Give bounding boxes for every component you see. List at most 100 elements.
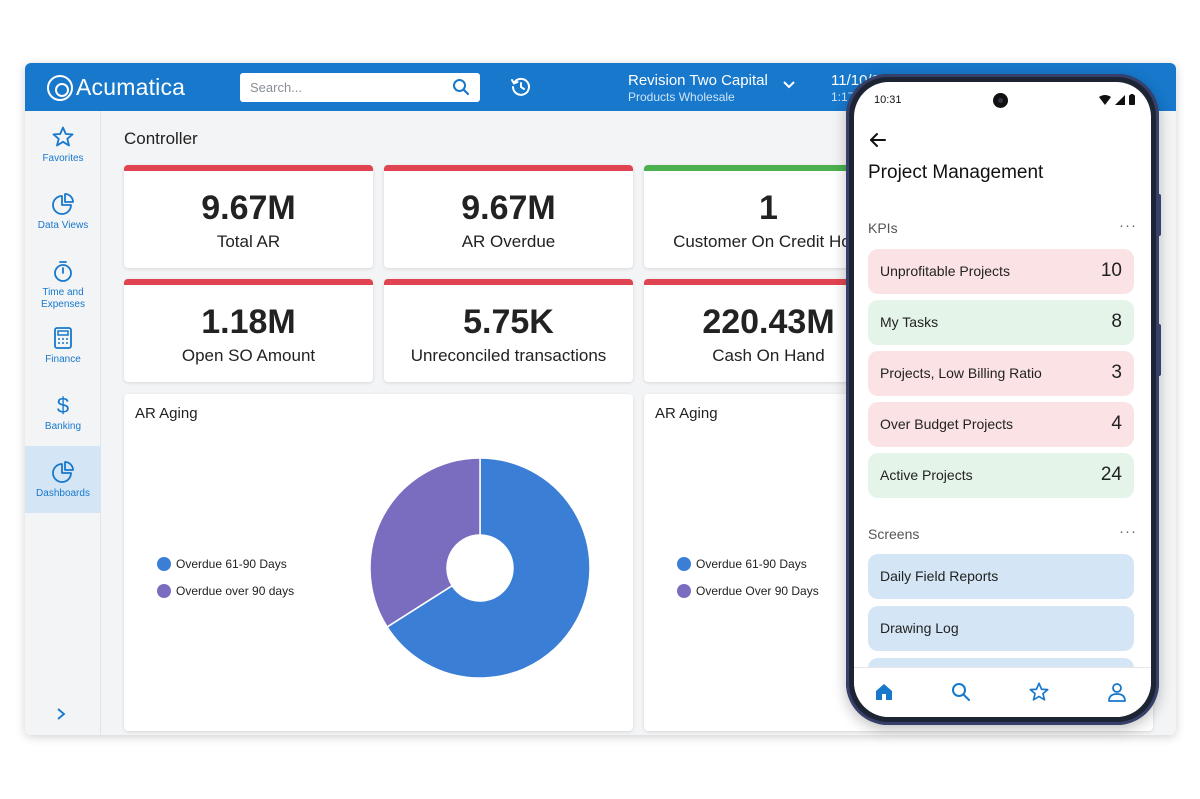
calculator-icon (54, 327, 72, 349)
kpi-value: 1.18M (201, 303, 296, 341)
kpi-label: Total AR (216, 232, 281, 251)
phone-kpi-row[interactable]: My Tasks 8 (868, 300, 1134, 345)
pie-icon (52, 193, 74, 215)
stopwatch-icon (54, 261, 72, 282)
status-bar: 10:31 (854, 82, 1151, 118)
kpis-section-title: KPIs (868, 220, 898, 236)
search-input[interactable] (240, 73, 440, 102)
legend-swatch (157, 556, 171, 571)
kpi-row-label: My Tasks (880, 314, 939, 330)
sidebar-item-time-and-expenses[interactable]: Time and Expenses (25, 245, 101, 312)
ar-aging-chart-card[interactable]: AR Aging Overdue 61-90 Days Overdue over… (124, 394, 633, 731)
kpi-status-bar (124, 165, 373, 171)
kpi-row-label: Active Projects (880, 467, 973, 483)
sidebar-item-banking[interactable]: $ Banking (25, 379, 101, 446)
donut-slice-overdue-over-90[interactable] (370, 458, 481, 628)
kpi-status-bar (384, 165, 633, 171)
profile-icon[interactable] (1106, 681, 1128, 703)
acumatica-logo-icon (47, 74, 73, 101)
kpi-label: Open SO Amount (181, 346, 316, 365)
company-name: Revision Two Capital (628, 72, 768, 89)
kpi-row-value: 10 (1100, 260, 1122, 281)
sidebar-item-label: Dashboards (36, 488, 90, 499)
legend-swatch (677, 556, 691, 571)
star-icon[interactable] (1028, 681, 1050, 703)
legend-item[interactable]: Overdue over 90 days (157, 577, 294, 604)
legend-item[interactable]: Overdue 61-90 Days (157, 550, 294, 577)
phone-kpi-row[interactable]: Unprofitable Projects 10 (868, 249, 1134, 294)
phone-kpi-row[interactable]: Projects, Low Billing Ratio 3 (868, 351, 1134, 396)
donut-chart (370, 458, 591, 679)
screen-link-drawing-log[interactable]: Drawing Log (868, 606, 1134, 651)
sidebar-item-label: Finance (45, 354, 81, 365)
phone-device: 10:31 Project Management KPIs ··· Unprof… (846, 74, 1161, 725)
chevron-right-icon[interactable] (55, 707, 67, 721)
status-time: 10:31 (874, 94, 902, 106)
legend-label: Overdue 61-90 Days (696, 556, 807, 571)
chevron-down-icon[interactable] (782, 80, 796, 90)
more-icon[interactable]: ··· (1119, 217, 1137, 234)
status-icons (1099, 94, 1135, 105)
kpi-tile[interactable]: 9.67M Total AR (124, 165, 373, 268)
company-selector[interactable]: Revision Two Capital Products Wholesale (628, 72, 768, 104)
phone-page-title: Project Management (868, 162, 1044, 183)
chart-legend: Overdue 61-90 Days Overdue Over 90 Days (677, 550, 819, 604)
legend-label: Overdue Over 90 Days (696, 583, 819, 598)
donut-slice-overdue-61-90[interactable] (386, 458, 591, 679)
sidebar-item-finance[interactable]: Finance (25, 312, 101, 379)
kpi-row-value: 4 (1111, 413, 1122, 434)
sidebar-item-dashboards[interactable]: Dashboards (25, 446, 101, 513)
legend-swatch (677, 583, 691, 598)
legend-item[interactable]: Overdue Over 90 Days (677, 577, 819, 604)
more-icon[interactable]: ··· (1119, 523, 1137, 540)
kpi-row-value: 8 (1111, 311, 1122, 332)
logo-text: Acumatica (76, 74, 186, 100)
kpi-label: AR Overdue (461, 232, 556, 251)
dashboard-icon (52, 461, 74, 483)
svg-text:$: $ (57, 393, 69, 417)
logo[interactable]: Acumatica (47, 74, 185, 101)
legend-item[interactable]: Overdue 61-90 Days (677, 550, 819, 577)
dollar-icon: $ (57, 393, 69, 417)
kpi-tile[interactable]: 9.67M AR Overdue (384, 165, 633, 268)
history-icon[interactable] (509, 75, 533, 99)
home-icon[interactable] (873, 681, 895, 703)
kpi-status-bar (644, 279, 893, 285)
page-title: Controller (124, 129, 198, 148)
back-arrow-icon[interactable] (869, 132, 887, 148)
screens-section-title: Screens (868, 526, 920, 542)
kpi-row-label: Unprofitable Projects (880, 263, 1010, 279)
kpi-label: Cash On Hand (712, 346, 825, 365)
signal-icon (1115, 94, 1125, 105)
kpi-tile[interactable]: 1.18M Open SO Amount (124, 279, 373, 382)
battery-icon (1129, 94, 1135, 105)
search-icon[interactable] (950, 681, 972, 703)
kpi-status-bar (644, 165, 893, 171)
kpi-row-label: Projects, Low Billing Ratio (880, 365, 1042, 381)
kpi-value: 9.67M (461, 189, 556, 227)
sidebar-item-label: Data Views (37, 220, 89, 231)
kpi-row-value: 24 (1100, 464, 1122, 485)
sidebar-item-favorites[interactable]: Favorites (25, 111, 101, 178)
sidebar-item-data-views[interactable]: Data Views (25, 178, 101, 245)
kpi-tile[interactable]: 5.75K Unreconciled transactions (384, 279, 633, 382)
sidebar-item-label: Favorites (42, 153, 84, 164)
phone-kpi-row[interactable]: Over Budget Projects 4 (868, 402, 1134, 447)
kpi-row-value: 3 (1111, 362, 1122, 383)
legend-label: Overdue over 90 days (176, 583, 295, 598)
screen-link-daily-field-reports[interactable]: Daily Field Reports (868, 554, 1134, 599)
search-icon[interactable] (452, 78, 470, 96)
bottom-nav (854, 667, 1151, 717)
phone-kpi-row[interactable]: Active Projects 24 (868, 453, 1134, 498)
search-box (240, 73, 480, 102)
sidebar-item-label: Banking (44, 421, 82, 432)
kpi-value: 9.67M (201, 189, 296, 227)
phone-screen: 10:31 Project Management KPIs ··· Unprof… (854, 82, 1151, 717)
kpi-value: 1 (759, 189, 778, 227)
camera-icon (993, 93, 1008, 108)
phone-power-button (1157, 324, 1161, 376)
company-branch: Products Wholesale (628, 90, 735, 104)
chart-title: AR Aging (135, 405, 198, 422)
sidebar-item-label: Time and Expenses (41, 287, 85, 310)
sidebar: Favorites Data Views Time and Expenses (25, 111, 101, 735)
